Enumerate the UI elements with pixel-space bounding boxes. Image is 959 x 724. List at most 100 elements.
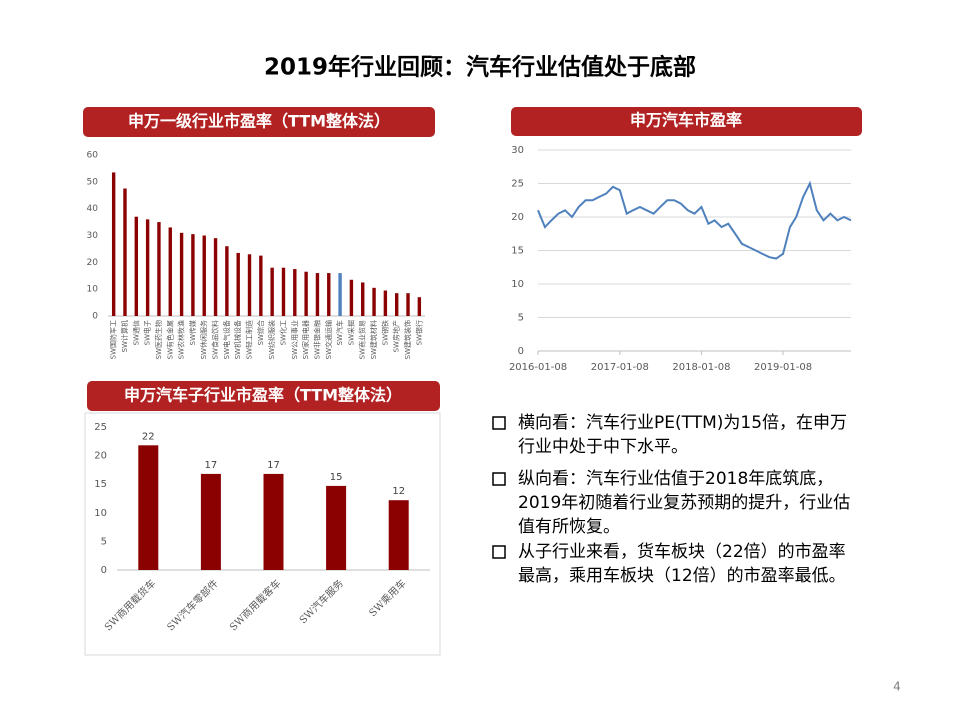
y-tick-label: 20 — [87, 258, 99, 268]
x-tick-label: SW农林牧渔 — [177, 320, 186, 359]
y-tick-label: 50 — [87, 177, 99, 187]
x-tick-label: SW交通运输 — [324, 320, 333, 359]
bar — [372, 287, 376, 316]
bar — [327, 273, 331, 316]
page-number: 4 — [893, 680, 901, 694]
x-tick-label: SW化工 — [278, 320, 287, 345]
x-tick-label: SW商用载货车 — [102, 577, 159, 634]
value-label: 17 — [267, 460, 280, 471]
bar — [179, 232, 184, 316]
bar — [134, 216, 139, 316]
y-tick-label: 60 — [87, 151, 99, 161]
y-tick-label: 30 — [87, 231, 99, 241]
x-tick-label: SW汽车服务 — [296, 577, 346, 627]
x-tick-label: SW电子 — [143, 320, 152, 345]
y-tick-label: 25 — [94, 422, 107, 433]
chart-title: 申万汽车子行业市盈率（TTM整体法） — [124, 386, 402, 405]
y-tick-label: 20 — [511, 212, 524, 223]
y-tick-label: 0 — [101, 565, 107, 576]
bar — [304, 271, 308, 316]
bar — [383, 290, 388, 316]
bullet-box — [492, 416, 506, 430]
x-tick-label: SW休闲服务 — [199, 320, 208, 359]
bullet-text: 纵向看：汽车行业估值于2018年底筑底， — [518, 469, 833, 489]
bar — [326, 485, 347, 570]
bullet-text: 从子行业来看，货车板块（22倍）的市盈率 — [518, 542, 846, 562]
bar — [123, 188, 127, 316]
chart-title: 申万汽车市盈率 — [630, 111, 742, 130]
value-label: 17 — [205, 460, 218, 471]
bar — [247, 254, 252, 316]
bar — [111, 172, 116, 316]
bullet-text: 行业中处于中下水平。 — [518, 437, 688, 457]
x-tick-label: SW汽车零部件 — [164, 577, 221, 634]
bar — [338, 273, 342, 316]
bar — [213, 238, 218, 316]
y-tick-label: 5 — [518, 313, 524, 324]
bar — [157, 222, 161, 316]
bullet-text: 2019年初随着行业复苏预期的提升，行业估 — [518, 493, 850, 513]
x-tick-label: 2019-01-08 — [754, 362, 812, 373]
bar — [263, 473, 284, 570]
y-tick-label: 0 — [92, 312, 98, 322]
bar — [394, 293, 399, 316]
bar — [259, 255, 263, 316]
x-tick-label: SW采掘 — [346, 320, 355, 345]
slide-title: 2019年行业回顾：汽车行业估值处于底部 — [264, 54, 696, 81]
ribbon — [87, 381, 440, 411]
value-label: 15 — [330, 472, 343, 483]
y-tick-label: 20 — [94, 451, 107, 462]
x-tick-label: SW商用载客车 — [227, 577, 284, 634]
ribbon — [511, 107, 862, 136]
value-label: 12 — [392, 486, 405, 497]
x-tick-label: SW食品饮料 — [211, 320, 220, 359]
y-tick-label: 15 — [511, 246, 524, 257]
bar — [200, 473, 221, 570]
bar — [388, 500, 409, 570]
x-tick-label: SW医药生物 — [154, 320, 163, 359]
y-tick-label: 10 — [94, 508, 107, 519]
x-tick-label: SW商业贸易 — [358, 320, 367, 359]
bar — [145, 219, 150, 316]
x-tick-label: SW国防军工 — [109, 320, 118, 359]
x-tick-label: 2018-01-08 — [672, 362, 730, 373]
x-tick-label: SW银行 — [414, 320, 423, 345]
y-tick-label: 25 — [511, 179, 524, 190]
bar — [138, 445, 159, 570]
bullet-text: 横向看：汽车行业PE(TTM)为15倍，在申万 — [518, 413, 847, 433]
x-tick-label: SW家用电器 — [301, 320, 310, 359]
bar — [168, 227, 172, 316]
ribbon — [83, 107, 435, 137]
value-label: 22 — [142, 431, 155, 442]
bar — [361, 282, 365, 316]
x-tick-label: SW汽车 — [335, 320, 344, 345]
bar — [281, 267, 286, 316]
chart-title: 申万一级行业市盈率（TTM整体法） — [128, 112, 390, 131]
x-tick-label: SW轻工制造 — [245, 320, 254, 359]
x-tick-label: 2016-01-08 — [509, 362, 567, 373]
x-tick-label: SW综合 — [256, 320, 265, 345]
y-tick-label: 30 — [511, 145, 524, 156]
y-tick-label: 40 — [87, 204, 99, 214]
bullet-text: 最高，乘用车板块（12倍）的市盈率最低。 — [518, 566, 846, 586]
x-tick-label: SW非银金融 — [312, 320, 321, 359]
x-tick-label: SW有色金属 — [165, 320, 174, 359]
bar — [315, 273, 320, 316]
x-tick-label: SW公用事业 — [290, 320, 299, 359]
y-tick-label: 10 — [511, 279, 524, 290]
x-tick-label: SW计算机 — [120, 320, 129, 352]
line — [537, 180, 852, 260]
chart-frame — [84, 412, 441, 656]
y-tick-label: 0 — [518, 346, 524, 357]
bar — [270, 267, 274, 316]
bar — [202, 235, 206, 316]
bar — [406, 293, 410, 316]
bar — [236, 252, 240, 316]
y-tick-label: 5 — [101, 536, 107, 547]
x-tick-label: SW纺织服装 — [267, 320, 276, 359]
bar — [293, 269, 297, 316]
bar — [225, 246, 229, 316]
x-tick-label: SW建筑材料 — [369, 320, 378, 359]
bar — [349, 279, 354, 316]
